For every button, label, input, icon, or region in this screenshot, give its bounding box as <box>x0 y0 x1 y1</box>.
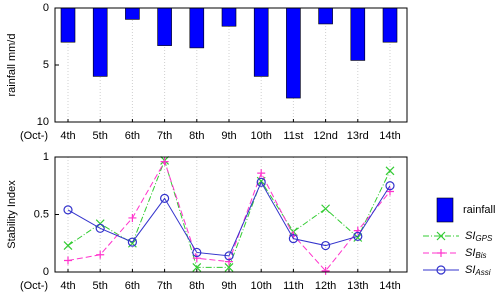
legend-subscript: Bis <box>475 251 486 260</box>
x-tick-label: 6th <box>125 280 140 292</box>
marker <box>353 233 363 242</box>
marker <box>64 256 72 265</box>
x-tick-label: 12nd <box>313 130 337 142</box>
legend-subscript: Assi <box>474 268 490 277</box>
y-tick-label: 0.5 <box>34 208 49 220</box>
marker <box>321 240 331 251</box>
legend-name: SI <box>465 264 475 276</box>
legend-swatch <box>436 197 454 223</box>
marker <box>192 262 202 272</box>
legend-label: SIAssi <box>465 264 491 277</box>
plot-frame <box>54 156 408 273</box>
marker <box>160 193 170 203</box>
marker <box>160 157 169 166</box>
marker <box>436 265 446 275</box>
marker <box>192 254 201 263</box>
bar <box>221 7 237 27</box>
marker <box>288 234 298 244</box>
x-tick-label: 14th <box>379 130 400 142</box>
x-tick-label: 8th <box>189 280 204 292</box>
marker <box>321 204 331 214</box>
marker <box>436 231 446 241</box>
line <box>67 181 391 257</box>
x-tick-label: 7th <box>157 280 172 292</box>
x-tick-label: 11st <box>283 130 303 142</box>
marker <box>63 205 73 215</box>
x-tick-label: 12th <box>315 280 336 292</box>
x-axis-label: (Oct-) <box>20 130 48 142</box>
marker <box>385 181 395 191</box>
marker <box>192 247 202 258</box>
y-tick-label: 1 <box>43 151 49 163</box>
legend-label: SIGPS <box>465 230 493 243</box>
legend-label: rainfall <box>463 204 495 216</box>
plot-frame <box>54 7 408 123</box>
marker <box>225 257 233 266</box>
x-axis-label: (Oct-) <box>20 280 48 292</box>
bar <box>189 7 205 49</box>
x-tick-label: 11th <box>283 280 304 292</box>
x-tick-label: 5th <box>93 130 108 142</box>
x-tick-label: 10th <box>250 130 271 142</box>
legend-subscript: GPS <box>475 234 493 243</box>
line <box>67 160 391 272</box>
x-tick-label: 14th <box>379 280 400 292</box>
x-tick-label: 4th <box>60 280 75 292</box>
bar <box>286 7 301 99</box>
y-axis-label: rainfall mm/d <box>6 34 18 97</box>
x-tick-label: 10th <box>250 280 271 292</box>
bar <box>253 7 269 77</box>
bar <box>60 7 76 43</box>
legend-name: SI <box>465 230 475 242</box>
bar <box>157 7 172 46</box>
y-tick-label: 5 <box>43 59 49 71</box>
marker <box>385 166 395 176</box>
x-tick-label: 13th <box>347 280 368 292</box>
legend-label: SIBis <box>465 247 487 260</box>
marker <box>321 266 330 275</box>
x-tick-label: 6th <box>125 130 140 142</box>
x-tick-label: 7th <box>157 130 172 142</box>
y-tick-label: 0 <box>43 2 49 14</box>
x-tick-label: 4th <box>60 130 75 142</box>
y-axis-label: Stability Index <box>6 180 18 249</box>
x-tick-label: 9th <box>221 280 236 292</box>
x-tick-label: 9th <box>221 130 236 142</box>
marker <box>353 226 362 235</box>
y-tick-label: 10 <box>37 116 49 128</box>
marker <box>257 169 266 178</box>
bar <box>350 7 366 61</box>
marker <box>63 241 73 250</box>
marker <box>128 213 137 222</box>
x-tick-label: 8th <box>189 130 204 142</box>
marker <box>437 249 445 257</box>
legend-name: SI <box>465 247 475 259</box>
bar <box>92 7 108 77</box>
marker <box>95 223 105 233</box>
bar <box>382 7 398 43</box>
y-tick-label: 0 <box>43 266 49 278</box>
x-tick-label: 13rd <box>347 130 369 142</box>
marker <box>96 250 105 259</box>
bar <box>125 7 140 20</box>
marker <box>386 187 394 196</box>
bar <box>318 7 333 25</box>
marker <box>224 251 234 261</box>
marker <box>256 177 266 187</box>
x-tick-label: 5th <box>93 280 108 292</box>
marker <box>353 231 363 241</box>
marker <box>127 237 137 247</box>
marker <box>224 262 234 272</box>
